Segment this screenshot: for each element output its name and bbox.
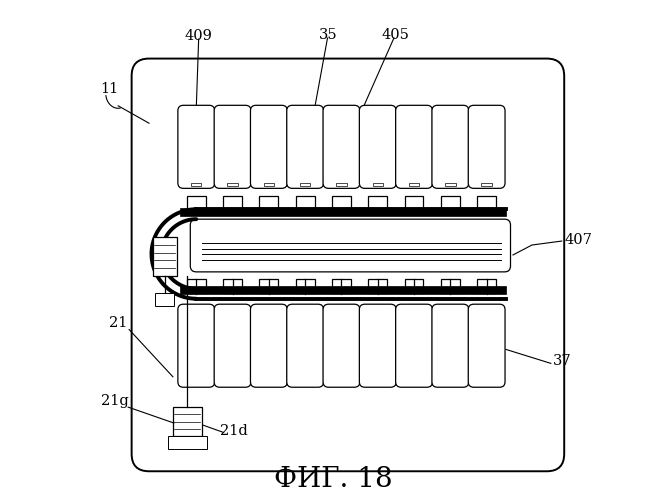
Bar — [405, 196, 424, 209]
FancyBboxPatch shape — [468, 106, 505, 188]
Bar — [191, 183, 201, 186]
Text: 407: 407 — [564, 233, 592, 247]
Bar — [296, 279, 314, 293]
Bar — [478, 196, 496, 209]
Bar — [445, 183, 456, 186]
Bar — [180, 286, 505, 294]
FancyBboxPatch shape — [190, 219, 511, 272]
Bar — [441, 279, 460, 293]
FancyBboxPatch shape — [250, 304, 287, 387]
Bar — [441, 196, 460, 209]
Text: 35: 35 — [319, 28, 338, 42]
Bar — [372, 183, 383, 186]
Bar — [482, 183, 492, 186]
FancyBboxPatch shape — [178, 304, 214, 387]
Text: ФИГ. 18: ФИГ. 18 — [274, 466, 392, 493]
Bar — [478, 279, 496, 293]
Bar — [187, 196, 206, 209]
Bar — [173, 406, 202, 436]
FancyBboxPatch shape — [287, 304, 324, 387]
Bar — [260, 279, 278, 293]
FancyBboxPatch shape — [214, 106, 251, 188]
Bar — [223, 196, 242, 209]
FancyBboxPatch shape — [396, 106, 432, 188]
Bar — [153, 237, 177, 276]
Text: 409: 409 — [184, 29, 212, 43]
Text: 11: 11 — [100, 82, 119, 96]
FancyBboxPatch shape — [360, 106, 396, 188]
FancyBboxPatch shape — [432, 106, 469, 188]
FancyBboxPatch shape — [468, 304, 505, 387]
FancyBboxPatch shape — [396, 304, 432, 387]
FancyBboxPatch shape — [323, 304, 360, 387]
Bar — [187, 279, 206, 293]
Text: 405: 405 — [381, 28, 409, 42]
Text: 37: 37 — [553, 354, 571, 368]
Bar — [368, 196, 387, 209]
Bar — [405, 279, 424, 293]
Text: 21: 21 — [109, 316, 127, 330]
Bar — [336, 183, 346, 186]
Bar — [227, 183, 238, 186]
Text: 21d: 21d — [220, 424, 248, 438]
FancyBboxPatch shape — [360, 304, 396, 387]
Bar — [332, 279, 351, 293]
Bar — [260, 196, 278, 209]
Bar — [296, 196, 314, 209]
FancyBboxPatch shape — [250, 106, 287, 188]
Bar — [332, 196, 351, 209]
Bar — [155, 294, 174, 306]
Bar — [368, 279, 387, 293]
FancyBboxPatch shape — [178, 106, 214, 188]
FancyBboxPatch shape — [287, 106, 324, 188]
FancyBboxPatch shape — [432, 304, 469, 387]
Text: 21g: 21g — [101, 394, 129, 408]
Bar — [168, 436, 206, 449]
FancyBboxPatch shape — [323, 106, 360, 188]
FancyBboxPatch shape — [214, 304, 251, 387]
Bar — [409, 183, 419, 186]
Bar — [300, 183, 310, 186]
Bar — [180, 208, 505, 216]
Bar — [223, 279, 242, 293]
Bar — [264, 183, 274, 186]
FancyBboxPatch shape — [132, 58, 564, 472]
